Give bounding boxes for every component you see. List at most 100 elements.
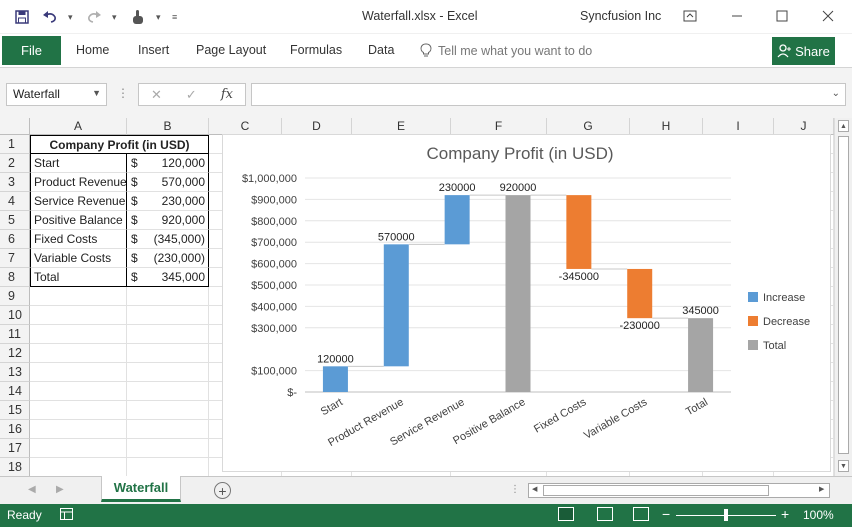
table-row-label[interactable]: Variable Costs xyxy=(30,249,127,268)
touch-mode-dropdown-icon[interactable]: ▾ xyxy=(156,11,161,22)
table-row-label[interactable]: Service Revenue xyxy=(30,192,127,211)
zoom-level[interactable]: 100% xyxy=(803,508,834,522)
table-row-label[interactable]: Total xyxy=(30,268,127,287)
row-header-6[interactable]: 6 xyxy=(0,230,30,249)
cancel-icon[interactable]: ✕ xyxy=(151,86,162,102)
maximize-icon[interactable] xyxy=(767,4,797,28)
vertical-scrollbar[interactable]: ▲ ▼ xyxy=(834,118,852,476)
cell[interactable] xyxy=(127,325,209,344)
cell[interactable] xyxy=(30,420,127,439)
cell[interactable] xyxy=(30,306,127,325)
table-title-cell[interactable]: Company Profit (in USD) xyxy=(30,135,209,154)
sheet-tab-waterfall[interactable]: Waterfall xyxy=(101,476,181,502)
table-row-value-cell[interactable]: $120,000 xyxy=(127,154,209,173)
cell[interactable] xyxy=(127,306,209,325)
table-row-value-cell[interactable]: $230,000 xyxy=(127,192,209,211)
table-row-value-cell[interactable]: $570,000 xyxy=(127,173,209,192)
row-header-9[interactable]: 9 xyxy=(0,287,30,306)
tell-me-search[interactable]: Tell me what you want to do xyxy=(420,43,592,58)
cell[interactable] xyxy=(30,401,127,420)
row-header-7[interactable]: 7 xyxy=(0,249,30,268)
cell[interactable] xyxy=(127,420,209,439)
tab-insert[interactable]: Insert xyxy=(138,43,170,57)
minimize-icon[interactable] xyxy=(722,4,752,28)
cell[interactable] xyxy=(30,458,127,476)
cell[interactable] xyxy=(30,287,127,306)
column-header-a[interactable]: A xyxy=(30,118,127,135)
table-row-value-cell[interactable]: $ (345,000) xyxy=(127,230,209,249)
tab-home[interactable]: Home xyxy=(76,43,110,57)
table-row-label[interactable]: Positive Balance xyxy=(30,211,127,230)
cell[interactable] xyxy=(127,344,209,363)
tab-page-layout[interactable]: Page Layout xyxy=(196,43,267,57)
account-name[interactable]: Syncfusion Inc xyxy=(580,9,662,23)
enter-icon[interactable]: ✓ xyxy=(185,86,197,102)
column-header-c[interactable]: C xyxy=(209,118,282,135)
cell[interactable] xyxy=(127,363,209,382)
cell[interactable] xyxy=(774,458,834,476)
zoom-slider-thumb[interactable] xyxy=(724,509,728,521)
undo-icon[interactable] xyxy=(40,7,60,27)
cell[interactable] xyxy=(127,458,209,476)
save-icon[interactable] xyxy=(12,7,32,27)
page-break-view-icon[interactable] xyxy=(633,507,649,521)
tab-formulas[interactable]: Formulas xyxy=(290,43,343,57)
cell[interactable] xyxy=(30,439,127,458)
undo-dropdown-icon[interactable]: ▾ xyxy=(68,11,73,22)
table-row-value-cell[interactable]: $ (230,000) xyxy=(127,249,209,268)
row-header-14[interactable]: 14 xyxy=(0,382,30,401)
table-row-value-cell[interactable]: $920,000 xyxy=(127,211,209,230)
row-header-5[interactable]: 5 xyxy=(0,211,30,230)
tab-splitter-icon[interactable]: ⋮ xyxy=(510,484,520,495)
horizontal-scrollbar[interactable]: ◀ ▶ xyxy=(528,483,830,498)
chevron-down-icon[interactable]: ▼ xyxy=(92,88,101,98)
cell[interactable] xyxy=(127,401,209,420)
row-header-10[interactable]: 10 xyxy=(0,306,30,325)
next-sheet-icon[interactable]: ▶ xyxy=(56,484,64,495)
column-header-g[interactable]: G xyxy=(547,118,630,135)
normal-view-icon[interactable] xyxy=(558,507,574,521)
row-header-1[interactable]: 1 xyxy=(0,135,30,154)
row-header-2[interactable]: 2 xyxy=(0,154,30,173)
expand-formula-bar-icon[interactable]: ⌄ xyxy=(831,88,840,99)
tab-data[interactable]: Data xyxy=(368,43,395,57)
select-all-corner[interactable] xyxy=(0,118,30,135)
column-header-j[interactable]: J xyxy=(774,118,834,135)
table-row-value-cell[interactable]: $345,000 xyxy=(127,268,209,287)
row-header-13[interactable]: 13 xyxy=(0,363,30,382)
waterfall-chart[interactable]: Company Profit (in USD) $- $100,000 $300,00… xyxy=(222,134,831,472)
row-header-18[interactable]: 18 xyxy=(0,458,30,476)
table-row-label[interactable]: Product Revenue xyxy=(30,173,127,192)
macro-record-icon[interactable] xyxy=(60,508,73,523)
column-header-f[interactable]: F xyxy=(451,118,547,135)
prev-sheet-icon[interactable]: ◀ xyxy=(28,484,36,495)
touch-mode-icon[interactable] xyxy=(128,7,148,27)
worksheet-grid[interactable]: A B C D E F G H I J 1 2 3 4 5 6 7 8 9 10 11 12 13 14 15 16 17 18 Com… xyxy=(0,118,852,476)
cell[interactable] xyxy=(30,363,127,382)
more-options-icon[interactable]: ⋮ xyxy=(117,86,129,100)
add-sheet-icon[interactable]: + xyxy=(214,482,231,499)
column-header-i[interactable]: I xyxy=(703,118,774,135)
row-header-11[interactable]: 11 xyxy=(0,325,30,344)
page-layout-view-icon[interactable] xyxy=(597,507,613,521)
cell[interactable] xyxy=(30,344,127,363)
scroll-right-icon[interactable]: ▶ xyxy=(819,486,825,493)
formula-input[interactable]: ⌄ xyxy=(251,83,846,106)
column-header-h[interactable]: H xyxy=(630,118,703,135)
row-header-16[interactable]: 16 xyxy=(0,420,30,439)
close-icon[interactable] xyxy=(813,4,843,28)
vertical-scroll-thumb[interactable] xyxy=(838,136,849,454)
cell[interactable] xyxy=(30,382,127,401)
column-header-d[interactable]: D xyxy=(282,118,352,135)
horizontal-scroll-thumb[interactable] xyxy=(543,485,769,496)
share-button[interactable]: Share xyxy=(772,37,835,65)
table-row-label[interactable]: Fixed Costs xyxy=(30,230,127,249)
row-header-3[interactable]: 3 xyxy=(0,173,30,192)
row-header-4[interactable]: 4 xyxy=(0,192,30,211)
column-header-e[interactable]: E xyxy=(352,118,451,135)
row-header-15[interactable]: 15 xyxy=(0,401,30,420)
cell[interactable] xyxy=(30,325,127,344)
redo-dropdown-icon[interactable]: ▾ xyxy=(112,11,117,22)
cell[interactable] xyxy=(127,287,209,306)
scroll-up-icon[interactable]: ▲ xyxy=(838,120,849,132)
